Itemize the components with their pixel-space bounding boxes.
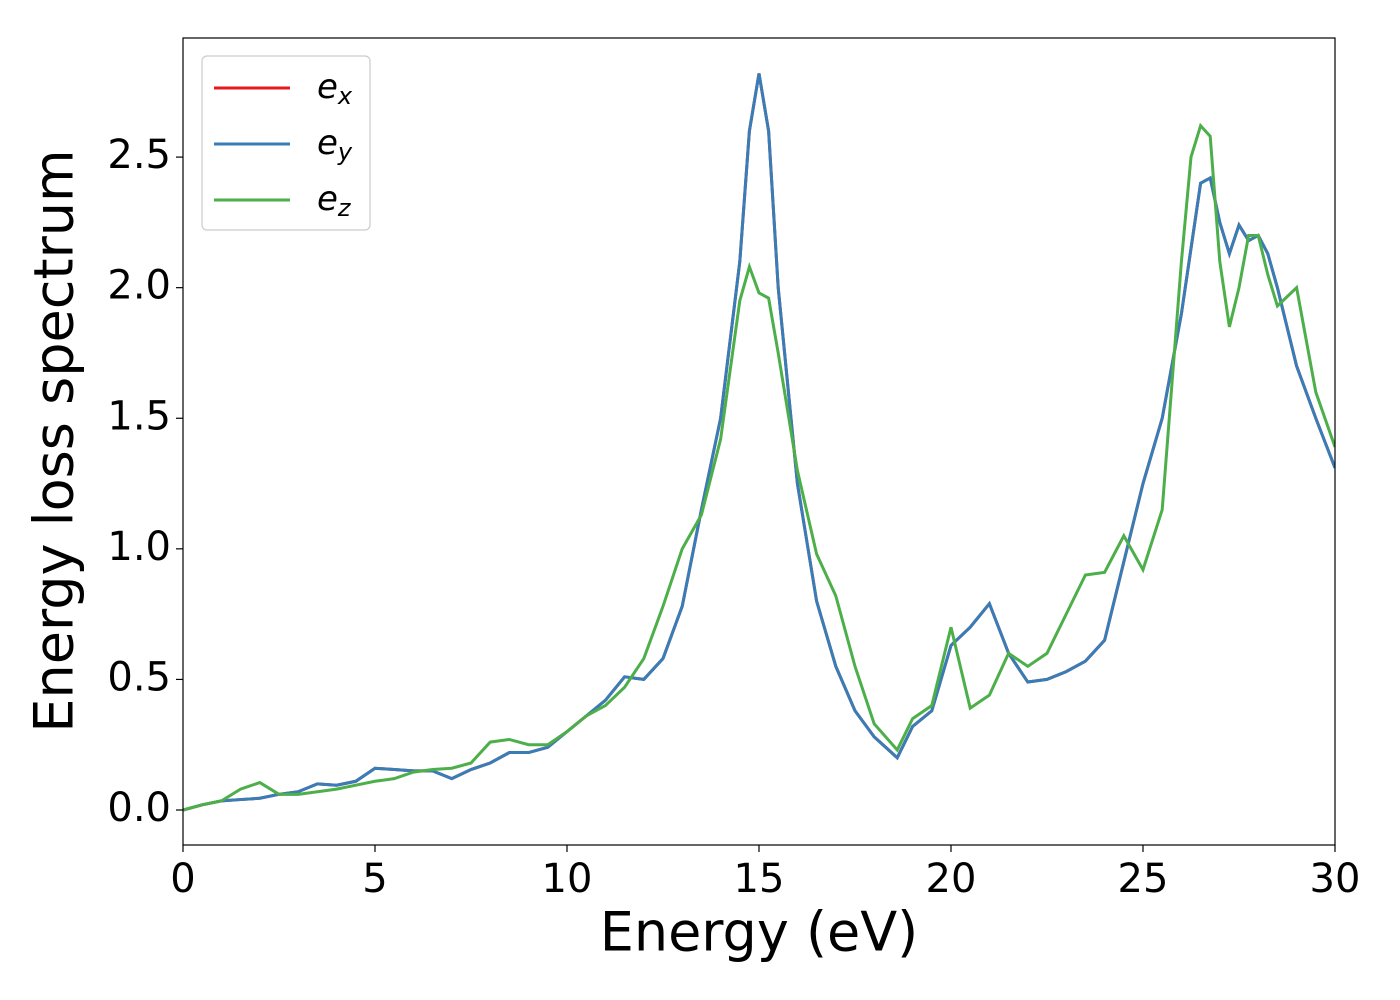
x-tick-label: 25	[1118, 856, 1169, 902]
x-tick-label: 10	[542, 856, 593, 902]
plot-frame	[182, 37, 1336, 846]
legend-label: ez	[317, 179, 352, 223]
y-tick-label: 2.5	[107, 132, 171, 178]
x-tick-label: 20	[926, 856, 977, 902]
y-tick-label: 1.0	[107, 524, 171, 570]
x-tick-label: 5	[362, 856, 387, 902]
x-tick-label: 0	[170, 856, 195, 902]
series-line	[183, 122, 1335, 812]
y-axis-label: Energy loss spectrum	[23, 149, 86, 732]
legend-label: ex	[317, 67, 353, 111]
legend-label: ey	[317, 123, 353, 167]
y-tick-label: 0.5	[107, 654, 171, 700]
x-tick-label: 30	[1310, 856, 1361, 902]
y-tick-label: 0.0	[107, 785, 171, 831]
y-tick-label: 2.0	[107, 263, 171, 309]
x-tick-label: 15	[734, 856, 785, 902]
y-tick-label: 1.5	[107, 393, 171, 439]
series-line	[183, 73, 1335, 812]
x-axis-label: Energy (eV)	[600, 901, 919, 964]
